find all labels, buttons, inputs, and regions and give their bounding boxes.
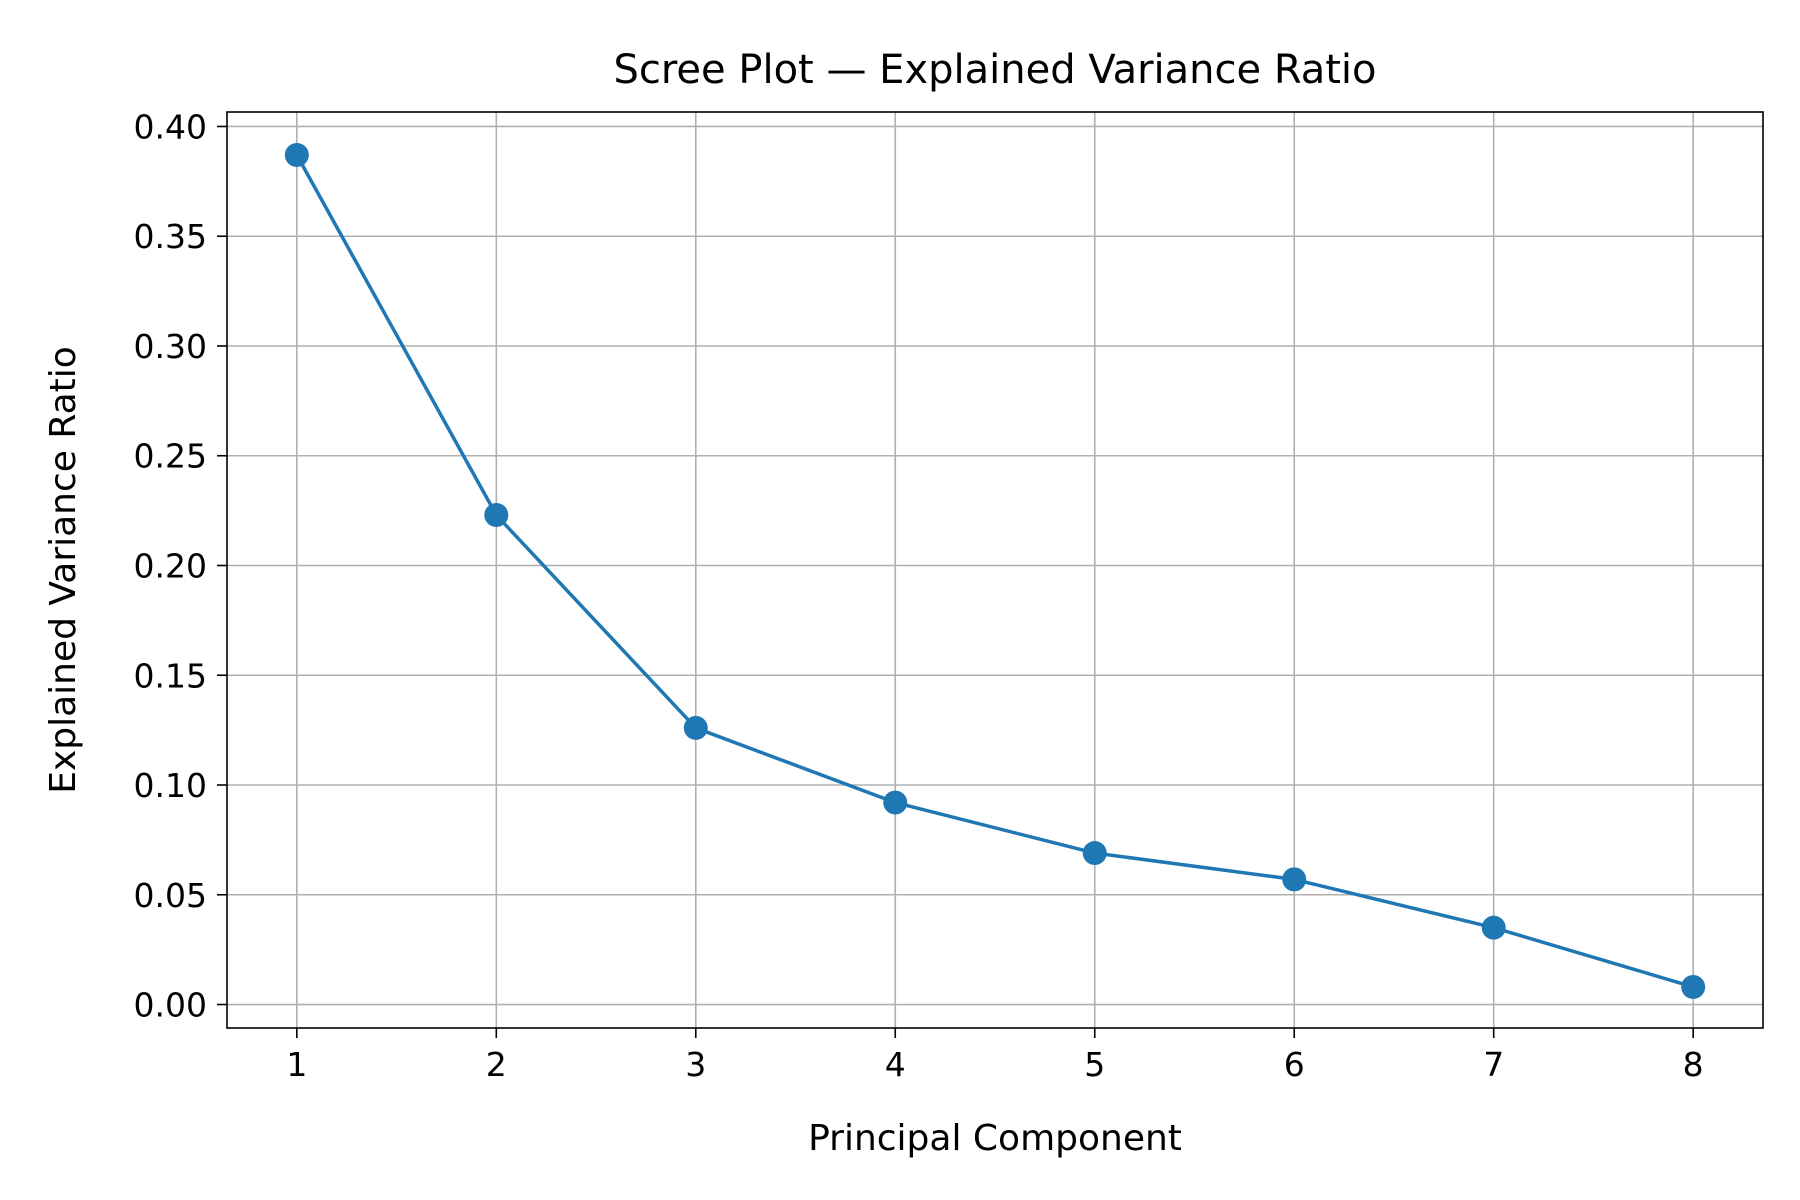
x-tick-label: 8 (1683, 1045, 1704, 1084)
data-point (484, 503, 509, 528)
data-point (683, 715, 708, 740)
x-tick-label: 1 (286, 1045, 307, 1084)
x-tick-label: 5 (1084, 1045, 1105, 1084)
x-tick-label: 3 (685, 1045, 706, 1084)
y-tick-label: 0.40 (134, 107, 207, 146)
data-point (1481, 915, 1506, 940)
y-tick-label: 0.35 (134, 217, 207, 256)
data-point (1681, 974, 1706, 999)
data-point (284, 143, 309, 168)
data-point (1082, 841, 1107, 866)
y-tick-label: 0.00 (134, 986, 207, 1025)
ticks-layer: 1 2 3 4 5 6 7 8 0.00 0.05 0.10 0.15 0.20 0.25 0.30 0.35… (134, 107, 1704, 1084)
y-tick-label: 0.05 (134, 876, 207, 915)
series-line (295, 153, 1695, 989)
y-tick-label: 0.30 (134, 327, 207, 366)
series-layer (284, 143, 1706, 999)
x-axis-label: Principal Component (808, 1118, 1182, 1159)
x-tick-label: 2 (486, 1045, 507, 1084)
y-tick-label: 0.20 (134, 547, 207, 586)
data-point (883, 790, 908, 815)
y-tick-label: 0.25 (134, 437, 207, 476)
data-point (1282, 867, 1307, 892)
grid-layer (227, 112, 1763, 1028)
y-axis-label: Explained Variance Ratio (43, 346, 84, 794)
chart-title: Scree Plot — Explained Variance Ratio (613, 47, 1376, 93)
y-tick-label: 0.10 (134, 766, 207, 805)
x-tick-label: 6 (1284, 1045, 1305, 1084)
y-tick-label: 0.15 (134, 656, 207, 695)
x-tick-label: 7 (1483, 1045, 1504, 1084)
axes-frame (226, 111, 1764, 1029)
x-tick-label: 4 (885, 1045, 906, 1084)
